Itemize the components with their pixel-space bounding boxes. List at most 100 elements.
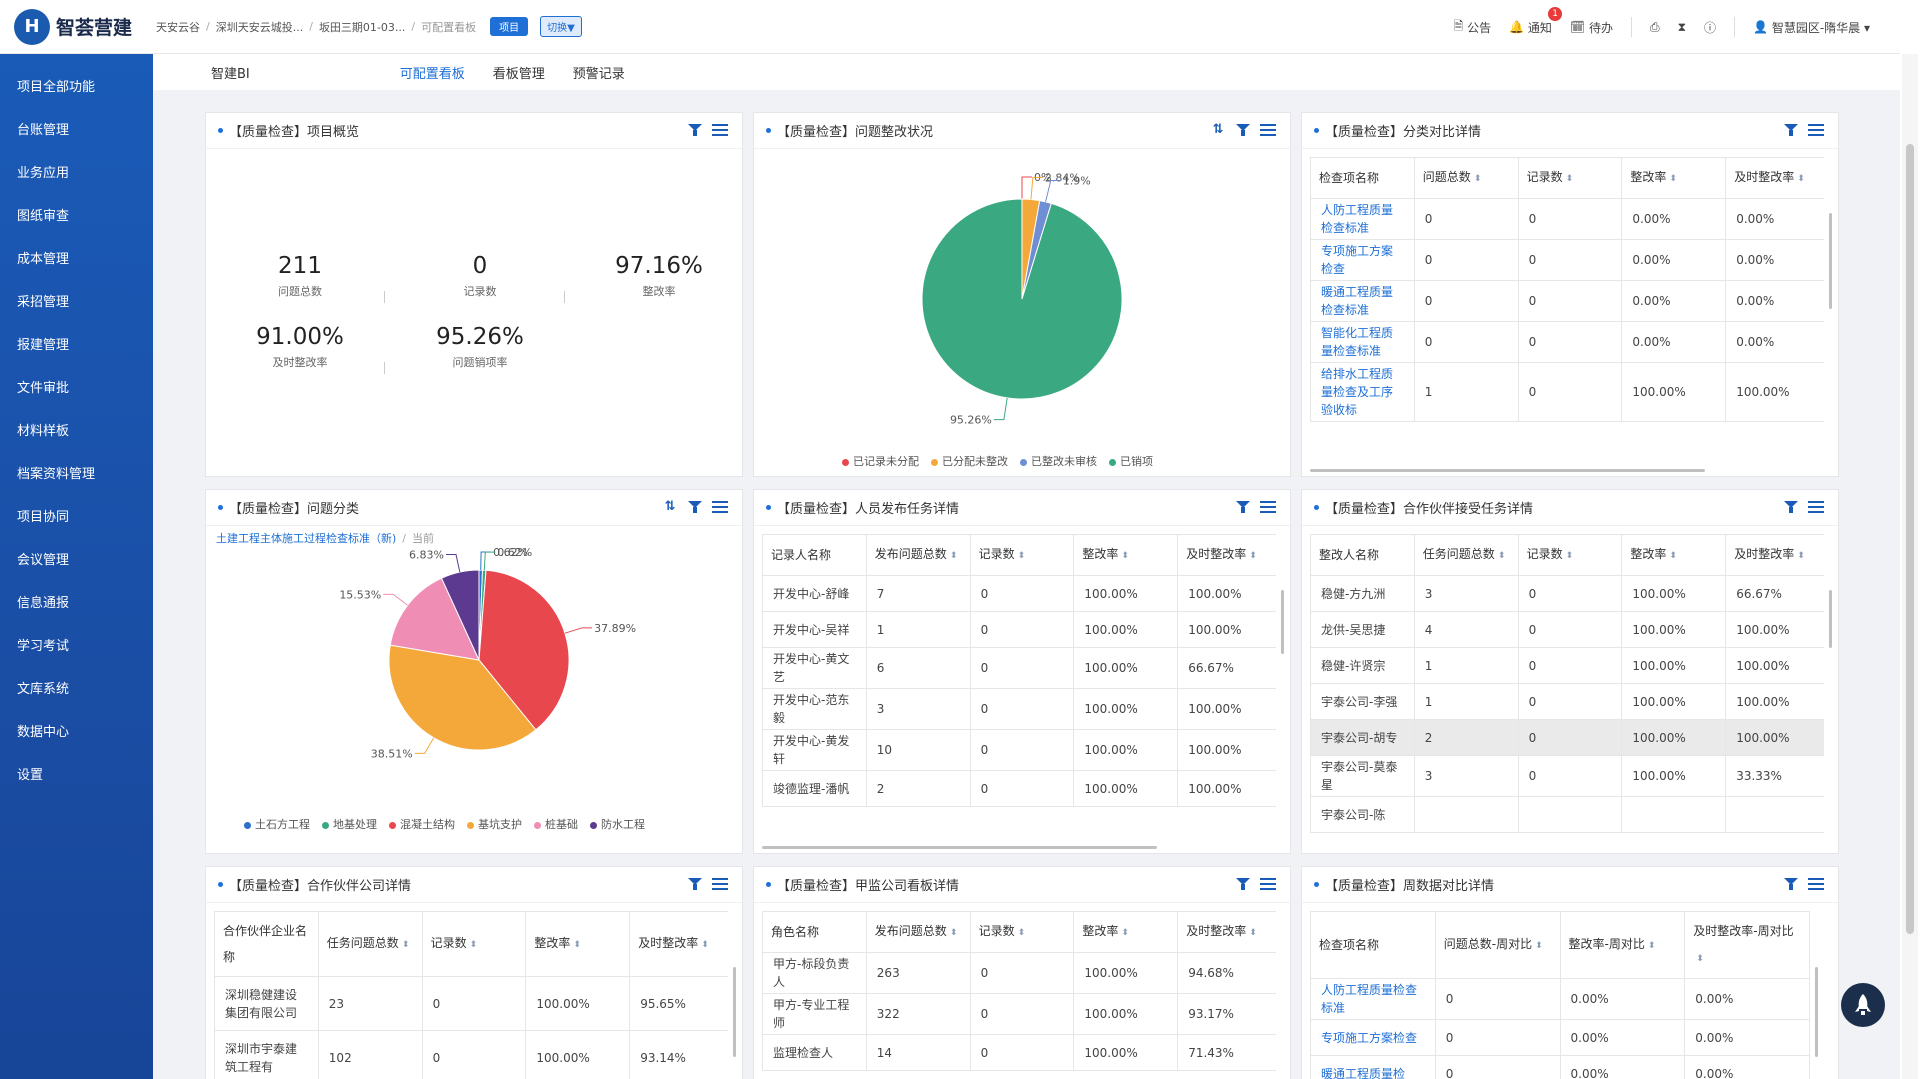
- legend-item[interactable]: 已整改未审核: [1020, 453, 1097, 469]
- breadcrumb-item[interactable]: 坂田三期01-03...: [318, 20, 406, 34]
- column-header[interactable]: 记录数 ⬍: [1517, 157, 1623, 199]
- scrollbar[interactable]: [1815, 967, 1818, 1057]
- filter-icon[interactable]: [687, 500, 703, 514]
- sidebar-item[interactable]: 文库系统: [17, 682, 70, 697]
- column-header[interactable]: 任务问题总数 ⬍: [1413, 534, 1519, 576]
- legend-item[interactable]: 已记录未分配: [842, 453, 919, 469]
- sidebar-item[interactable]: 材料样板: [17, 424, 70, 439]
- project-tag[interactable]: 项目: [490, 17, 529, 36]
- scrollbar[interactable]: [762, 846, 1157, 849]
- table-row[interactable]: 监理检查人 14 0 100.00% 71.43%: [762, 1034, 1276, 1071]
- notify-button[interactable]: 🔔 通知 1: [1509, 6, 1562, 36]
- sort-icon[interactable]: ⇅: [1212, 122, 1224, 137]
- breadcrumb-item[interactable]: 天安云谷: [156, 20, 200, 34]
- filter-icon[interactable]: [1235, 123, 1251, 137]
- table-row[interactable]: 专项施工方案检查 0 0.00% 0.00%: [1310, 1019, 1810, 1056]
- column-header[interactable]: 合作伙伴企业名称: [214, 911, 319, 977]
- pie-slice[interactable]: [921, 198, 1123, 400]
- tab-configurable-board[interactable]: 可配置看板: [399, 66, 465, 82]
- table-row[interactable]: 开发中心-黄发轩 10 0 100.00% 100.00%: [762, 729, 1276, 771]
- legend-item[interactable]: 桩基础: [534, 816, 578, 832]
- legend-item[interactable]: 已销项: [1109, 453, 1153, 469]
- column-header[interactable]: 整改人名称: [1310, 534, 1415, 576]
- table-row[interactable]: 智能化工程质量检查标准 0 0 0.00% 0.00%: [1310, 321, 1824, 363]
- sidebar-item[interactable]: 文件审批: [17, 381, 70, 396]
- rocket-button[interactable]: [1841, 983, 1885, 1027]
- pie-slice[interactable]: [440, 569, 480, 661]
- breadcrumb-item[interactable]: 深圳天安云城投...: [215, 20, 304, 34]
- menu-icon[interactable]: [712, 123, 728, 137]
- menu-icon[interactable]: [1808, 877, 1824, 891]
- column-header[interactable]: 发布问题总数 ⬍: [865, 534, 971, 576]
- sidebar-item[interactable]: 信息通报: [17, 596, 70, 611]
- page-scrollbar[interactable]: [1902, 54, 1918, 1079]
- tab-board-manage[interactable]: 看板管理: [492, 66, 545, 82]
- menu-icon[interactable]: [1260, 877, 1276, 891]
- filter-icon[interactable]: [687, 123, 703, 137]
- scrollbar[interactable]: [1829, 213, 1832, 309]
- table-row[interactable]: 开发中心-吴祥 1 0 100.00% 100.00%: [762, 611, 1276, 648]
- legend-item[interactable]: 基坑支护: [467, 816, 522, 832]
- table-row[interactable]: 宇泰公司-莫泰星 3 0 100.00% 33.33%: [1310, 755, 1824, 797]
- sidebar-item[interactable]: 成本管理: [17, 252, 70, 267]
- user-menu[interactable]: 👤 智慧园区-隋华晨 ▾: [1753, 20, 1870, 35]
- sidebar-item[interactable]: 设置: [17, 768, 44, 783]
- scrollbar[interactable]: [1281, 590, 1284, 654]
- column-header[interactable]: 及时整改率 ⬍: [1177, 911, 1276, 953]
- tab-warning-records[interactable]: 预警记录: [572, 66, 625, 82]
- table-row[interactable]: 宇泰公司-陈: [1310, 796, 1824, 833]
- scrollbar[interactable]: [733, 967, 736, 1057]
- filter-icon[interactable]: [1783, 877, 1799, 891]
- table-row[interactable]: 深圳稳健建设集团有限公司 23 0 100.00% 95.65%: [214, 976, 728, 1031]
- sidebar-item[interactable]: 项目全部功能: [17, 80, 96, 95]
- sidebar-item[interactable]: 项目协同: [17, 510, 70, 525]
- filter-icon[interactable]: [1235, 877, 1251, 891]
- column-header[interactable]: 任务问题总数 ⬍: [317, 911, 423, 977]
- sidebar-item[interactable]: 业务应用: [17, 166, 70, 181]
- filter-icon[interactable]: [1783, 500, 1799, 514]
- column-header[interactable]: 及时整改率 ⬍: [629, 911, 728, 977]
- column-header[interactable]: 记录数 ⬍: [969, 911, 1075, 953]
- row-link[interactable]: 智能化工程质量检查标准: [1321, 326, 1394, 358]
- scrollbar[interactable]: [1310, 469, 1705, 472]
- sidebar-item[interactable]: 图纸审查: [17, 209, 70, 224]
- sidebar-item[interactable]: 数据中心: [17, 725, 70, 740]
- column-header[interactable]: 整改率-周对比 ⬍: [1559, 911, 1686, 979]
- table-row[interactable]: 暖通工程质量检查标准 0 0 0.00% 0.00%: [1310, 280, 1824, 322]
- table-row[interactable]: 竣德监理-潘帆 2 0 100.00% 100.00%: [762, 770, 1276, 807]
- filter-icon[interactable]: [1783, 123, 1799, 137]
- column-header[interactable]: 记录数 ⬍: [421, 911, 527, 977]
- filter-icon[interactable]: [687, 877, 703, 891]
- column-header[interactable]: 发布问题总数 ⬍: [865, 911, 971, 953]
- table-row[interactable]: 稳健-方九洲 3 0 100.00% 66.67%: [1310, 575, 1824, 612]
- table-row[interactable]: 暖通工程质量检 0 0.00% 0.00%: [1310, 1055, 1810, 1079]
- filter-icon[interactable]: [1235, 500, 1251, 514]
- sidebar-item[interactable]: 档案资料管理: [17, 467, 96, 482]
- column-header[interactable]: 检查项名称: [1310, 157, 1415, 199]
- row-link[interactable]: 给排水工程质量检查及工序验收标: [1321, 367, 1394, 417]
- table-row[interactable]: 开发中心-黄文艺 6 0 100.00% 66.67%: [762, 647, 1276, 689]
- menu-icon[interactable]: [1260, 123, 1276, 137]
- table-row[interactable]: 专项施工方案检查 0 0 0.00% 0.00%: [1310, 239, 1824, 281]
- row-link[interactable]: 暖通工程质量检: [1321, 1066, 1406, 1079]
- menu-icon[interactable]: [712, 877, 728, 891]
- menu-icon[interactable]: [712, 500, 728, 514]
- row-link[interactable]: 专项施工方案检查: [1321, 1030, 1418, 1045]
- sidebar-item[interactable]: 会议管理: [17, 553, 70, 568]
- legend-item[interactable]: 混凝土结构: [389, 816, 455, 832]
- help-icon[interactable]: ⓘ: [1704, 20, 1717, 35]
- table-row[interactable]: 给排水工程质量检查及工序验收标 1 0 100.00% 100.00%: [1310, 362, 1824, 422]
- column-header[interactable]: 记录数 ⬍: [969, 534, 1075, 576]
- column-header[interactable]: 及时整改率 ⬍: [1725, 157, 1824, 199]
- column-header[interactable]: 及时整改率 ⬍: [1177, 534, 1276, 576]
- app-logo[interactable]: H 智荟营建: [0, 8, 150, 45]
- legend-item[interactable]: 防水工程: [590, 816, 645, 832]
- table-row[interactable]: 龙供-吴思捷 4 0 100.00% 100.00%: [1310, 611, 1824, 648]
- column-header[interactable]: 整改率 ⬍: [1621, 534, 1727, 576]
- sort-icon[interactable]: ⇅: [664, 499, 676, 514]
- table-row[interactable]: 人防工程质量检查标准 0 0.00% 0.00%: [1310, 978, 1810, 1020]
- menu-icon[interactable]: [1808, 123, 1824, 137]
- menu-icon[interactable]: [1260, 500, 1276, 514]
- scrollbar[interactable]: [1829, 590, 1832, 648]
- column-header[interactable]: 问题总数 ⬍: [1413, 157, 1519, 199]
